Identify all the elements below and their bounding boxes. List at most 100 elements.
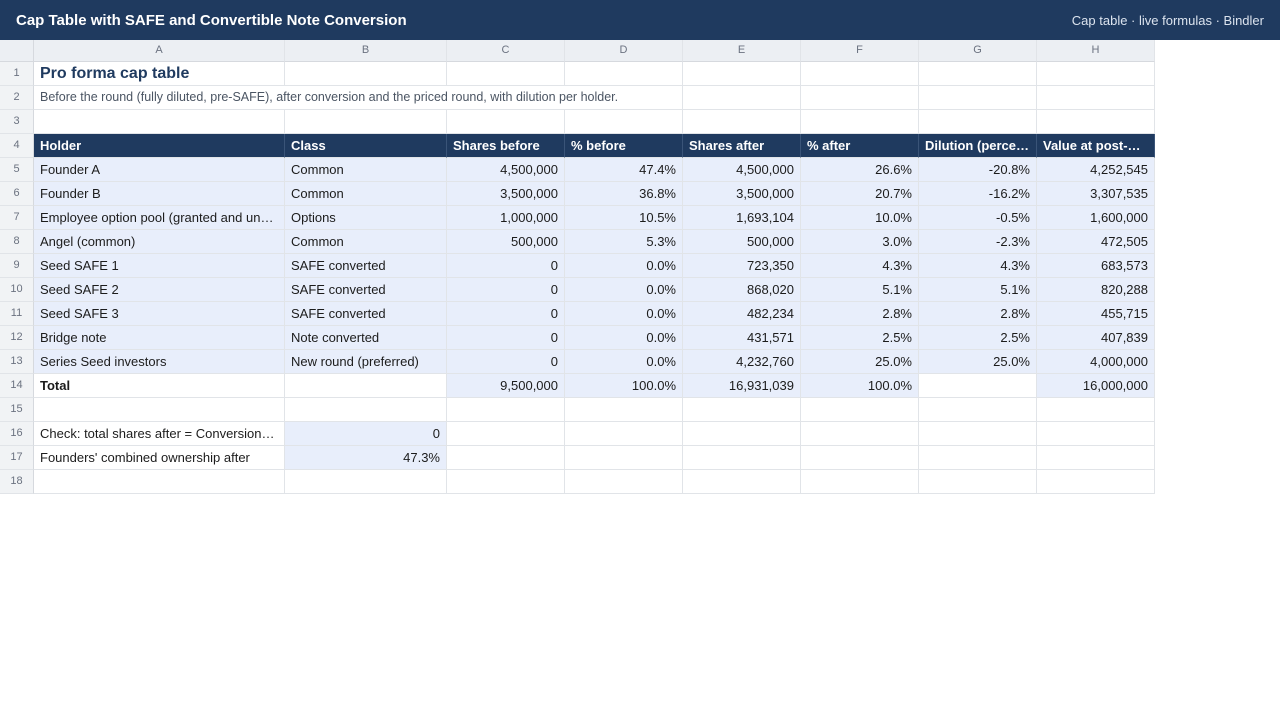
cell[interactable] bbox=[919, 62, 1037, 86]
row-number[interactable]: 18 bbox=[0, 470, 34, 494]
shares-before-cell[interactable]: 4,500,000 bbox=[447, 158, 565, 182]
header-holder[interactable]: Holder bbox=[34, 134, 285, 158]
check-label[interactable]: Check: total shares after = Conversion p… bbox=[34, 422, 285, 446]
pct-before-cell[interactable]: 0.0% bbox=[565, 326, 683, 350]
cell[interactable] bbox=[565, 470, 683, 494]
shares-before-cell[interactable]: 1,000,000 bbox=[447, 206, 565, 230]
total-label[interactable]: Total bbox=[34, 374, 285, 398]
cell[interactable] bbox=[919, 446, 1037, 470]
value-post-cell[interactable]: 1,600,000 bbox=[1037, 206, 1155, 230]
shares-after-cell[interactable]: 3,500,000 bbox=[683, 182, 801, 206]
cell[interactable] bbox=[447, 110, 565, 134]
value-post-cell[interactable]: 472,505 bbox=[1037, 230, 1155, 254]
shares-after-cell[interactable]: 500,000 bbox=[683, 230, 801, 254]
cell[interactable] bbox=[1037, 422, 1155, 446]
pct-before-cell[interactable]: 0.0% bbox=[565, 350, 683, 374]
value-post-cell[interactable]: 4,000,000 bbox=[1037, 350, 1155, 374]
value-post-cell[interactable]: 407,839 bbox=[1037, 326, 1155, 350]
class-cell[interactable]: Common bbox=[285, 158, 447, 182]
cell[interactable] bbox=[801, 398, 919, 422]
pct-after-cell[interactable]: 2.8% bbox=[801, 302, 919, 326]
cell[interactable] bbox=[801, 446, 919, 470]
cell[interactable] bbox=[447, 422, 565, 446]
shares-before-cell[interactable]: 3,500,000 bbox=[447, 182, 565, 206]
dilution-cell[interactable]: 5.1% bbox=[919, 278, 1037, 302]
total-value-post[interactable]: 16,000,000 bbox=[1037, 374, 1155, 398]
row-number[interactable]: 3 bbox=[0, 110, 34, 134]
shares-before-cell[interactable]: 500,000 bbox=[447, 230, 565, 254]
holder-cell[interactable]: Founder B bbox=[34, 182, 285, 206]
pct-before-cell[interactable]: 0.0% bbox=[565, 278, 683, 302]
value-post-cell[interactable]: 455,715 bbox=[1037, 302, 1155, 326]
row-number[interactable]: 9 bbox=[0, 254, 34, 278]
cell[interactable] bbox=[801, 422, 919, 446]
row-number[interactable]: 16 bbox=[0, 422, 34, 446]
cell[interactable] bbox=[34, 470, 285, 494]
row-number[interactable]: 15 bbox=[0, 398, 34, 422]
total-pct-after[interactable]: 100.0% bbox=[801, 374, 919, 398]
cell[interactable] bbox=[565, 398, 683, 422]
cell[interactable] bbox=[1037, 86, 1155, 110]
total-pct-before[interactable]: 100.0% bbox=[565, 374, 683, 398]
class-cell[interactable]: Options bbox=[285, 206, 447, 230]
pct-before-cell[interactable]: 10.5% bbox=[565, 206, 683, 230]
dilution-cell[interactable]: -0.5% bbox=[919, 206, 1037, 230]
cell[interactable] bbox=[683, 470, 801, 494]
column-header-d[interactable]: D bbox=[565, 40, 683, 62]
dilution-cell[interactable]: -2.3% bbox=[919, 230, 1037, 254]
holder-cell[interactable]: Series Seed investors bbox=[34, 350, 285, 374]
value-post-cell[interactable]: 4,252,545 bbox=[1037, 158, 1155, 182]
column-header-c[interactable]: C bbox=[447, 40, 565, 62]
check-value[interactable]: 0 bbox=[285, 422, 447, 446]
column-header-h[interactable]: H bbox=[1037, 40, 1155, 62]
class-cell[interactable]: SAFE converted bbox=[285, 278, 447, 302]
pct-after-cell[interactable]: 10.0% bbox=[801, 206, 919, 230]
dilution-cell[interactable]: -20.8% bbox=[919, 158, 1037, 182]
cell[interactable] bbox=[801, 470, 919, 494]
cell[interactable] bbox=[447, 470, 565, 494]
row-number[interactable]: 1 bbox=[0, 62, 34, 86]
dilution-cell[interactable]: 2.5% bbox=[919, 326, 1037, 350]
cell[interactable] bbox=[683, 398, 801, 422]
row-number[interactable]: 8 bbox=[0, 230, 34, 254]
cell[interactable] bbox=[683, 86, 801, 110]
column-header-f[interactable]: F bbox=[801, 40, 919, 62]
row-number[interactable]: 17 bbox=[0, 446, 34, 470]
cell[interactable] bbox=[919, 86, 1037, 110]
header-class[interactable]: Class bbox=[285, 134, 447, 158]
holder-cell[interactable]: Seed SAFE 2 bbox=[34, 278, 285, 302]
cell[interactable] bbox=[447, 398, 565, 422]
founders-value[interactable]: 47.3% bbox=[285, 446, 447, 470]
cell[interactable] bbox=[683, 422, 801, 446]
cell[interactable] bbox=[447, 62, 565, 86]
dilution-cell[interactable]: -16.2% bbox=[919, 182, 1037, 206]
header-shares-after[interactable]: Shares after bbox=[683, 134, 801, 158]
cell[interactable] bbox=[565, 110, 683, 134]
cell[interactable] bbox=[34, 398, 285, 422]
value-post-cell[interactable]: 3,307,535 bbox=[1037, 182, 1155, 206]
cell[interactable] bbox=[801, 110, 919, 134]
pct-after-cell[interactable]: 26.6% bbox=[801, 158, 919, 182]
cell[interactable] bbox=[565, 446, 683, 470]
founders-label[interactable]: Founders' combined ownership after bbox=[34, 446, 285, 470]
pct-before-cell[interactable]: 0.0% bbox=[565, 254, 683, 278]
value-post-cell[interactable]: 820,288 bbox=[1037, 278, 1155, 302]
cell[interactable] bbox=[1037, 62, 1155, 86]
class-cell[interactable]: New round (preferred) bbox=[285, 350, 447, 374]
cell[interactable] bbox=[285, 62, 447, 86]
cell[interactable] bbox=[919, 470, 1037, 494]
cell[interactable] bbox=[285, 398, 447, 422]
column-header-b[interactable]: B bbox=[285, 40, 447, 62]
header-pct-before[interactable]: % before bbox=[565, 134, 683, 158]
shares-before-cell[interactable]: 0 bbox=[447, 326, 565, 350]
header-pct-after[interactable]: % after bbox=[801, 134, 919, 158]
cell[interactable] bbox=[801, 62, 919, 86]
shares-after-cell[interactable]: 482,234 bbox=[683, 302, 801, 326]
pct-after-cell[interactable]: 4.3% bbox=[801, 254, 919, 278]
dilution-cell[interactable]: 25.0% bbox=[919, 350, 1037, 374]
row-number[interactable]: 12 bbox=[0, 326, 34, 350]
shares-after-cell[interactable]: 4,500,000 bbox=[683, 158, 801, 182]
shares-after-cell[interactable]: 868,020 bbox=[683, 278, 801, 302]
cell[interactable] bbox=[919, 398, 1037, 422]
class-cell[interactable]: SAFE converted bbox=[285, 302, 447, 326]
